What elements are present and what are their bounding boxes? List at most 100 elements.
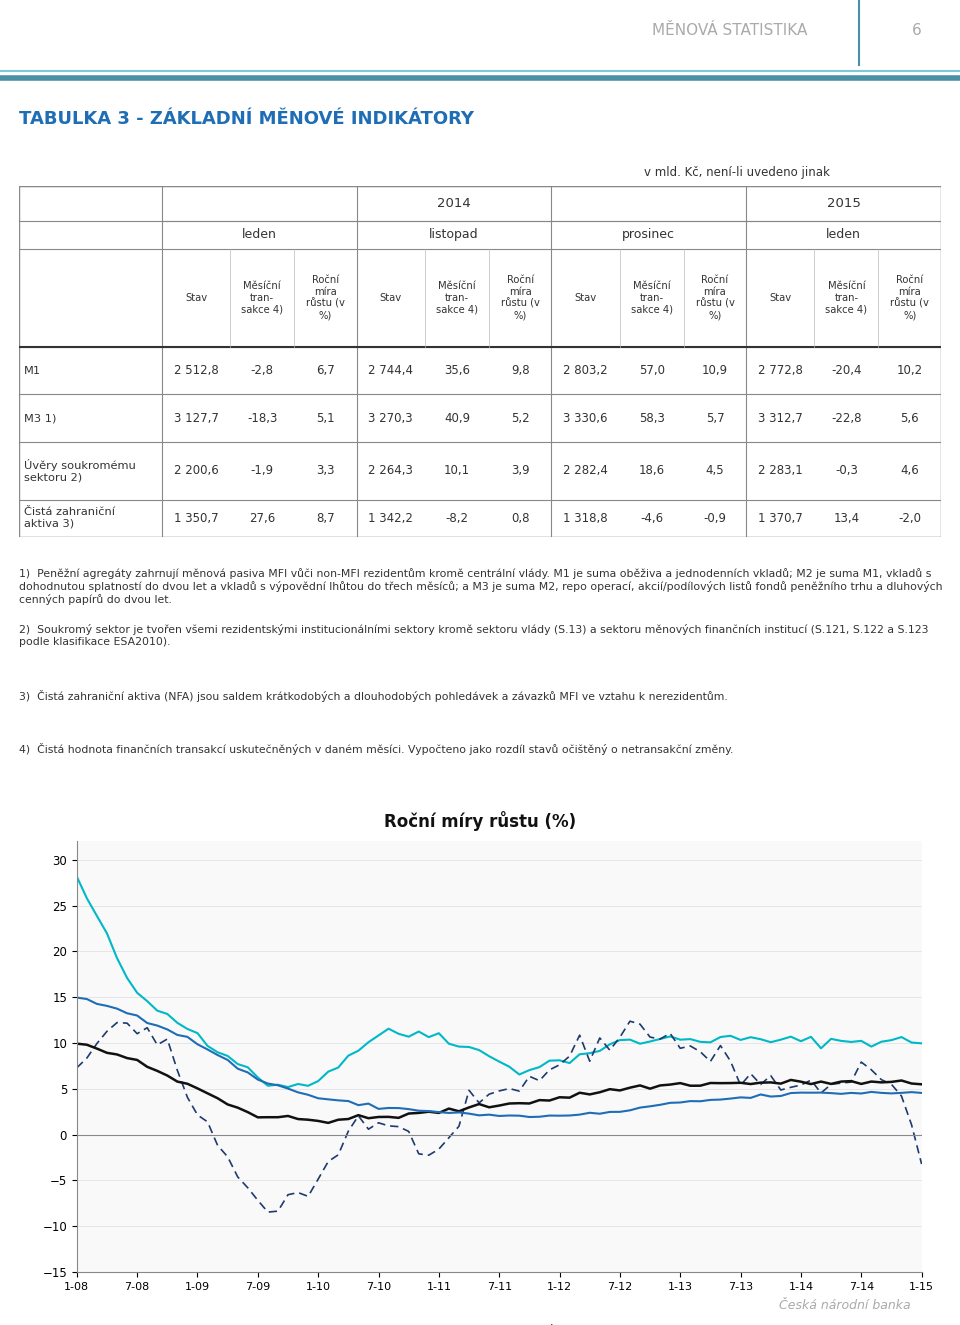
Text: 2 264,3: 2 264,3: [369, 464, 413, 477]
NFA: [332, 1147, 344, 1163]
Text: -1,9: -1,9: [251, 464, 274, 477]
Text: Měsíční
tran-
sakce 4): Měsíční tran- sakce 4): [631, 281, 673, 314]
M1: [282, 1079, 294, 1094]
Text: Měsíční
tran-
sakce 4): Měsíční tran- sakce 4): [241, 281, 283, 314]
NFA: [624, 1014, 636, 1030]
NFA: [343, 1124, 354, 1140]
M3: [212, 1090, 224, 1106]
Text: 0,8: 0,8: [511, 511, 530, 525]
M1: [71, 869, 83, 885]
Text: -20,4: -20,4: [831, 364, 862, 378]
Úvěry soukromému sektoru: [876, 1085, 887, 1101]
Úvěry soukromému sektoru: [71, 990, 83, 1006]
Text: 8,7: 8,7: [316, 511, 335, 525]
Text: 5,6: 5,6: [900, 412, 919, 424]
Text: Roční
míra
růstu (v
%): Roční míra růstu (v %): [696, 276, 734, 321]
M1: [876, 1034, 887, 1049]
Text: 2014: 2014: [437, 196, 471, 209]
Úvěry soukromému sektoru: [493, 1108, 505, 1124]
Úvěry soukromému sektoru: [332, 1092, 344, 1108]
Text: 1 350,7: 1 350,7: [174, 511, 219, 525]
Text: 5,7: 5,7: [706, 412, 724, 424]
Text: 9,8: 9,8: [511, 364, 530, 378]
Text: -4,6: -4,6: [640, 511, 663, 525]
Text: 10,9: 10,9: [702, 364, 728, 378]
Legend: M1, NFA, M3, Úvěry soukromému sektoru: M1, NFA, M3, Úvěry soukromému sektoru: [282, 1320, 716, 1325]
M1: [916, 1035, 927, 1051]
Úvěry soukromému sektoru: [212, 1047, 224, 1063]
Text: 3)  Čistá zahraniční aktiva (NFA) jsou saldem krátkodobých a dlouhodobých pohled: 3) Čistá zahraniční aktiva (NFA) jsou sa…: [19, 690, 728, 702]
Text: -2,0: -2,0: [899, 511, 922, 525]
Line: NFA: NFA: [77, 1022, 922, 1212]
Text: 3 127,7: 3 127,7: [174, 412, 219, 424]
Text: 10,2: 10,2: [897, 364, 923, 378]
Text: 58,3: 58,3: [638, 412, 664, 424]
Text: prosinec: prosinec: [622, 228, 675, 241]
Text: 4)  Čistá hodnota finančních transakcí uskutečněných v daném měsíci. Vypočteno j: 4) Čistá hodnota finančních transakcí us…: [19, 743, 733, 755]
Text: M3 1): M3 1): [24, 413, 57, 423]
Line: M3: M3: [77, 1044, 922, 1122]
Úvěry soukromému sektoru: [916, 1085, 927, 1101]
Text: 57,0: 57,0: [638, 364, 664, 378]
Text: 2015: 2015: [827, 196, 860, 209]
Text: -2,8: -2,8: [251, 364, 274, 378]
Text: leden: leden: [242, 228, 276, 241]
M3: [503, 1096, 515, 1112]
Text: v mld. Kč, není-li uvedeno jinak: v mld. Kč, není-li uvedeno jinak: [644, 166, 830, 179]
Text: 3 270,3: 3 270,3: [369, 412, 413, 424]
Úvěry soukromému sektoru: [323, 1092, 334, 1108]
NFA: [886, 1076, 898, 1092]
Text: 2)  Soukromý sektor je tvořen všemi rezidentskými institucionálními sektory krom: 2) Soukromý sektor je tvořen všemi rezid…: [19, 624, 928, 647]
Text: Roční míry růstu (%): Roční míry růstu (%): [384, 811, 576, 832]
Text: 1 370,7: 1 370,7: [757, 511, 803, 525]
M3: [372, 1109, 384, 1125]
Úvěry soukromému sektoru: [363, 1096, 374, 1112]
Text: -22,8: -22,8: [831, 412, 862, 424]
Úvěry soukromému sektoru: [523, 1109, 535, 1125]
Text: 5,2: 5,2: [511, 412, 530, 424]
Text: 2 283,1: 2 283,1: [757, 464, 803, 477]
M1: [212, 1044, 224, 1060]
M3: [323, 1114, 334, 1130]
Text: Úvěry soukromému
sektoru 2): Úvěry soukromému sektoru 2): [24, 458, 135, 482]
Text: Roční
míra
růstu (v
%): Roční míra růstu (v %): [890, 276, 929, 321]
Text: 18,6: 18,6: [638, 464, 664, 477]
Text: leden: leden: [826, 228, 861, 241]
Text: Roční
míra
růstu (v
%): Roční míra růstu (v %): [306, 276, 345, 321]
Text: Stav: Stav: [380, 293, 402, 303]
Text: -18,3: -18,3: [247, 412, 277, 424]
Text: 27,6: 27,6: [250, 511, 276, 525]
Text: 6: 6: [912, 23, 922, 37]
Text: TABULKA 3 - ZÁKLADNÍ MĚNOVÉ INDIKÁTORY: TABULKA 3 - ZÁKLADNÍ MĚNOVÉ INDIKÁTORY: [19, 110, 474, 129]
Text: 35,6: 35,6: [444, 364, 470, 378]
M1: [503, 1059, 515, 1075]
Text: Česká národní banka: Česká národní banka: [779, 1298, 911, 1312]
Text: listopad: listopad: [429, 228, 479, 241]
Line: M1: M1: [77, 877, 922, 1086]
Text: 5,1: 5,1: [316, 412, 335, 424]
Text: 2 282,4: 2 282,4: [564, 464, 608, 477]
Text: Roční
míra
růstu (v
%): Roční míra růstu (v %): [501, 276, 540, 321]
Text: -0,3: -0,3: [835, 464, 858, 477]
Text: Čistá zahraniční
aktiva 3): Čistá zahraniční aktiva 3): [24, 507, 115, 529]
NFA: [71, 1060, 83, 1076]
Text: 1 318,8: 1 318,8: [564, 511, 608, 525]
Text: Stav: Stav: [574, 293, 596, 303]
Text: 2 200,6: 2 200,6: [174, 464, 219, 477]
NFA: [212, 1137, 224, 1153]
Text: 2 803,2: 2 803,2: [564, 364, 608, 378]
Text: 40,9: 40,9: [444, 412, 470, 424]
NFA: [372, 1114, 384, 1130]
M3: [71, 1036, 83, 1052]
Text: 1)  Peněžní agregáty zahrnují měnová pasiva MFI vůči non-MFI rezidentům kromě ce: 1) Peněžní agregáty zahrnují měnová pasi…: [19, 568, 943, 606]
Text: Měsíční
tran-
sakce 4): Měsíční tran- sakce 4): [826, 281, 868, 314]
Text: 4,6: 4,6: [900, 464, 919, 477]
NFA: [262, 1204, 274, 1220]
M3: [343, 1112, 354, 1128]
M3: [876, 1075, 887, 1090]
M1: [332, 1060, 344, 1076]
NFA: [916, 1157, 927, 1173]
Text: 10,1: 10,1: [444, 464, 470, 477]
Text: -0,9: -0,9: [704, 511, 727, 525]
Text: 2 744,4: 2 744,4: [369, 364, 414, 378]
